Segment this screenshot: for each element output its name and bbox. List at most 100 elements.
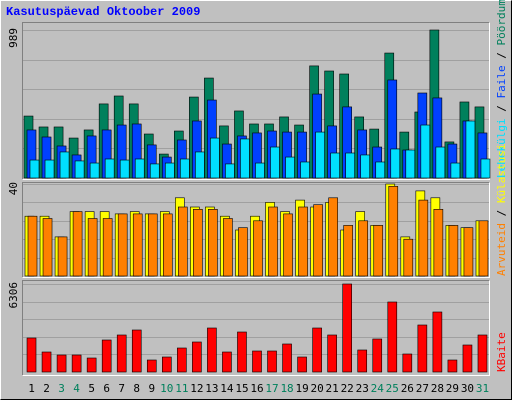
bar — [267, 350, 277, 373]
bar — [207, 327, 217, 373]
x-tick-label: 8 — [133, 382, 140, 395]
x-tick-label: 1 — [28, 382, 35, 395]
x-tick-label: 22 — [341, 382, 354, 395]
x-tick-label: 26 — [401, 382, 414, 395]
bar — [116, 334, 127, 373]
legend-separator: / — [495, 99, 508, 119]
bar — [162, 213, 173, 277]
bar — [447, 359, 458, 373]
bar — [101, 339, 112, 373]
bar — [435, 146, 446, 179]
bar — [328, 197, 338, 277]
bar — [72, 211, 83, 277]
panel-bevel — [22, 22, 490, 180]
legend-entry: Külastusi — [495, 144, 508, 204]
bar — [327, 334, 337, 373]
panel-bevel — [22, 280, 490, 376]
bar — [164, 162, 175, 179]
bar — [131, 329, 142, 373]
bar — [255, 162, 265, 179]
x-tick-label: 18 — [280, 382, 293, 395]
bar — [238, 227, 248, 277]
bar — [282, 343, 292, 373]
bar — [418, 199, 429, 277]
bar — [298, 206, 308, 277]
x-tick-label: 31 — [476, 382, 489, 395]
panel-bevel — [22, 280, 490, 376]
bar — [102, 218, 113, 277]
bar — [71, 354, 82, 373]
legend-entry: Arvuteid — [495, 223, 508, 276]
bar — [448, 225, 459, 277]
bar — [463, 227, 474, 277]
bar — [390, 148, 401, 179]
bar — [89, 162, 100, 179]
x-tick-label: 14 — [220, 382, 234, 395]
bar — [297, 356, 307, 373]
bar — [147, 213, 158, 277]
bar — [87, 218, 98, 277]
x-tick-label: 28 — [431, 382, 444, 395]
panel-bevel — [22, 182, 490, 278]
legend: Lehekülgi / Faile / Pöördumisi — [495, 0, 508, 178]
bar — [402, 353, 413, 373]
x-tick-label: 3 — [58, 382, 65, 395]
bar — [192, 341, 202, 373]
bar — [57, 236, 68, 277]
bar — [478, 220, 489, 277]
bar — [240, 138, 250, 179]
legend-entry: KBaite — [495, 332, 508, 372]
bar — [132, 213, 143, 277]
y-max-label: 989 — [7, 28, 20, 48]
bar — [330, 152, 340, 179]
bar — [117, 213, 128, 277]
bar — [300, 161, 310, 179]
x-tick-label: 25 — [386, 382, 399, 395]
bar — [27, 215, 38, 277]
bar — [420, 124, 431, 179]
bar — [162, 356, 172, 373]
legend: Arvuteid / Külastusi — [495, 144, 508, 276]
bar — [432, 311, 443, 373]
x-tick-label: 10 — [160, 382, 173, 395]
bar — [373, 225, 384, 277]
bar — [360, 154, 371, 179]
x-tick-label: 5 — [88, 382, 95, 395]
legend-separator: / — [495, 46, 508, 66]
panel-bevel — [22, 182, 490, 278]
bar — [193, 209, 203, 277]
bar — [86, 357, 97, 373]
x-tick-label: 24 — [371, 382, 385, 395]
legend-entry: Faile — [495, 65, 508, 98]
bar — [56, 354, 67, 373]
bar — [313, 204, 323, 277]
bar — [41, 351, 52, 373]
bar — [477, 334, 488, 373]
legend-entry: Lehekülgi — [495, 118, 508, 178]
bar — [315, 131, 325, 179]
x-tick-label: 4 — [73, 382, 80, 395]
x-tick-label: 7 — [118, 382, 125, 395]
bar — [253, 220, 263, 277]
bar — [375, 161, 386, 179]
bar — [403, 238, 414, 277]
bar — [405, 149, 416, 179]
bar — [433, 209, 444, 277]
bar — [222, 351, 232, 373]
x-tick-label: 27 — [416, 382, 429, 395]
bar — [283, 213, 293, 277]
x-tick-label: 15 — [235, 382, 248, 395]
bar — [372, 338, 383, 373]
x-tick-label: 20 — [311, 382, 324, 395]
bar — [42, 218, 53, 277]
bar — [146, 359, 157, 373]
bar — [465, 120, 476, 179]
bar — [342, 283, 352, 373]
x-tick-label: 17 — [265, 382, 278, 395]
legend-entry: Pöördumisi — [495, 0, 508, 46]
bar — [149, 163, 160, 179]
chart-title: Kasutuspäevad Oktoober 2009 — [6, 5, 200, 19]
bar — [26, 337, 37, 373]
